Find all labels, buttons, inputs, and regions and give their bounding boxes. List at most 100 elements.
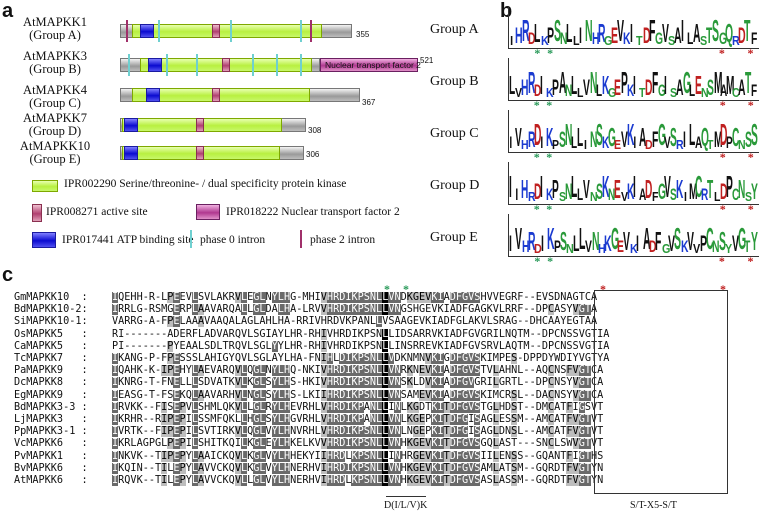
alignment-residue: Y: [271, 462, 278, 474]
alignment-residue: F: [566, 426, 573, 438]
alignment-residue: P: [541, 377, 548, 389]
alignment-residue: K: [357, 340, 364, 352]
alignment-residue: H: [290, 353, 297, 365]
gene-group: (Group D): [28, 124, 82, 138]
legend-kinase-label: IPR002290 Serine/threonine- / dual speci…: [64, 178, 347, 190]
alignment-residue: I: [161, 426, 168, 438]
alignment-residue: H: [247, 414, 254, 426]
logo-residue: D: [737, 23, 746, 48]
alignment-residue: E: [419, 389, 426, 401]
alignment-residue: L: [462, 316, 469, 328]
alignment-residue: S: [363, 353, 370, 365]
alignment-residue: A: [498, 365, 505, 377]
alignment-row-name: OsMAPKK5 :: [14, 328, 88, 340]
logo-residue: L: [571, 70, 578, 100]
alignment-residue: S: [511, 401, 518, 413]
logo-residue: K: [626, 81, 635, 100]
alignment-residue: A: [566, 292, 573, 303]
alignment-residue: H: [283, 426, 291, 438]
alignment-residue: R: [339, 328, 346, 340]
alignment-residue: H: [326, 438, 334, 450]
logo-residue: P: [552, 174, 560, 204]
alignment-residue: S: [400, 377, 407, 389]
alignment-residue: D: [204, 377, 211, 389]
alignment-residue: A: [443, 292, 450, 303]
alignment-residue: I: [437, 365, 444, 377]
kinase-motif-underline: [386, 496, 426, 497]
alignment-residue: R: [265, 401, 272, 413]
logo-residue: S: [699, 33, 707, 48]
phase0-intron: [166, 54, 168, 76]
alignment-residue: P: [167, 292, 174, 303]
logo-residue: M: [688, 179, 698, 204]
alignment-residue: D: [394, 353, 401, 365]
alignment-residue: M: [210, 401, 217, 413]
alignment-residue: Q: [228, 438, 235, 450]
alignment-residue: T: [578, 316, 585, 328]
alignment-residue: D: [449, 475, 456, 487]
alignment-residue: V: [210, 462, 217, 474]
alignment-residue: D: [339, 475, 346, 487]
alignment-residue: Q: [541, 450, 548, 462]
alignment-residue: V: [468, 475, 475, 487]
alignment-residue: H: [204, 401, 211, 413]
logo-residue: D: [533, 81, 542, 100]
logo-star-green: *: [547, 46, 554, 60]
alignment-residue: L: [191, 304, 198, 316]
alignment-residue: P: [112, 340, 119, 352]
alignment-residue: Y: [185, 365, 192, 377]
alignment-residue: R: [118, 475, 125, 487]
alignment-residue: E: [296, 475, 303, 487]
logo-residue: G: [718, 29, 727, 48]
alignment-residue: V: [541, 292, 548, 303]
alignment-residue: T: [597, 438, 604, 450]
alignment-residue: E: [419, 462, 426, 474]
atp-site-5: [124, 146, 138, 160]
alignment-residue: P: [425, 414, 432, 426]
alignment-residue: D: [345, 328, 352, 340]
alignment-residue: T: [154, 450, 162, 462]
logo-residue: G: [608, 122, 617, 152]
alignment-residue: F: [462, 340, 469, 352]
alignment-residue: R: [333, 414, 340, 426]
logo-residue: I: [540, 70, 543, 100]
alignment-residue: S: [511, 353, 518, 365]
alignment-residue: V: [425, 389, 432, 401]
alignment-residue: L: [259, 438, 266, 450]
alignment-residue: F: [566, 414, 573, 426]
alignment-residue: A: [216, 389, 223, 401]
logo-residue: R: [528, 226, 536, 256]
alignment-residue: V: [320, 377, 327, 389]
sequence-logo: I H R D L K P S N L L I N H R G E V K I T D F G V S A I L A S T S G Q R D T F *…: [508, 6, 759, 60]
alignment-residue: R: [148, 292, 155, 303]
alignment-residue: L: [400, 414, 407, 426]
alignment-residue: G: [468, 328, 475, 340]
gene-group: (Group A): [29, 28, 81, 42]
alignment-residue: H: [130, 292, 137, 303]
alignment-residue: L: [388, 340, 395, 352]
alignment-residue: G: [578, 365, 585, 377]
alignment-row-seq: IRVKK--FISEPVLSHMLQKVLLGLRYLHEVRHLVHRDIK…: [112, 401, 609, 414]
logo-residue: D: [533, 179, 542, 204]
alignment-residue: P: [167, 414, 174, 426]
alignment-residue: D: [339, 353, 346, 365]
alignment-residue: G: [253, 401, 260, 413]
alignment-residue: A: [363, 414, 370, 426]
alignment-residue: E: [179, 340, 186, 352]
alignment-residue: A: [541, 389, 548, 401]
alignment-residue: -: [142, 353, 149, 365]
alignment-residue: A: [443, 389, 450, 401]
alignment-residue: -: [296, 304, 303, 316]
alignment-residue: K: [345, 316, 352, 328]
alignment-residue: V: [320, 292, 327, 303]
alignment-residue: C: [216, 450, 223, 462]
logo-residue: A: [639, 122, 647, 152]
alignment-row-seq: IKNRG-T-FNELLLSDVATKVLKGLSYLHS-HKIVHRDIK…: [112, 377, 609, 389]
alignment-residue: G: [253, 438, 260, 450]
alignment-residue: I: [308, 316, 315, 328]
alignment-residue: N: [369, 389, 377, 401]
alignment-residue: S: [474, 389, 481, 401]
alignment-residue: G: [505, 292, 512, 303]
logo-residue: H: [521, 174, 529, 204]
alignment-residue: K: [437, 340, 444, 352]
